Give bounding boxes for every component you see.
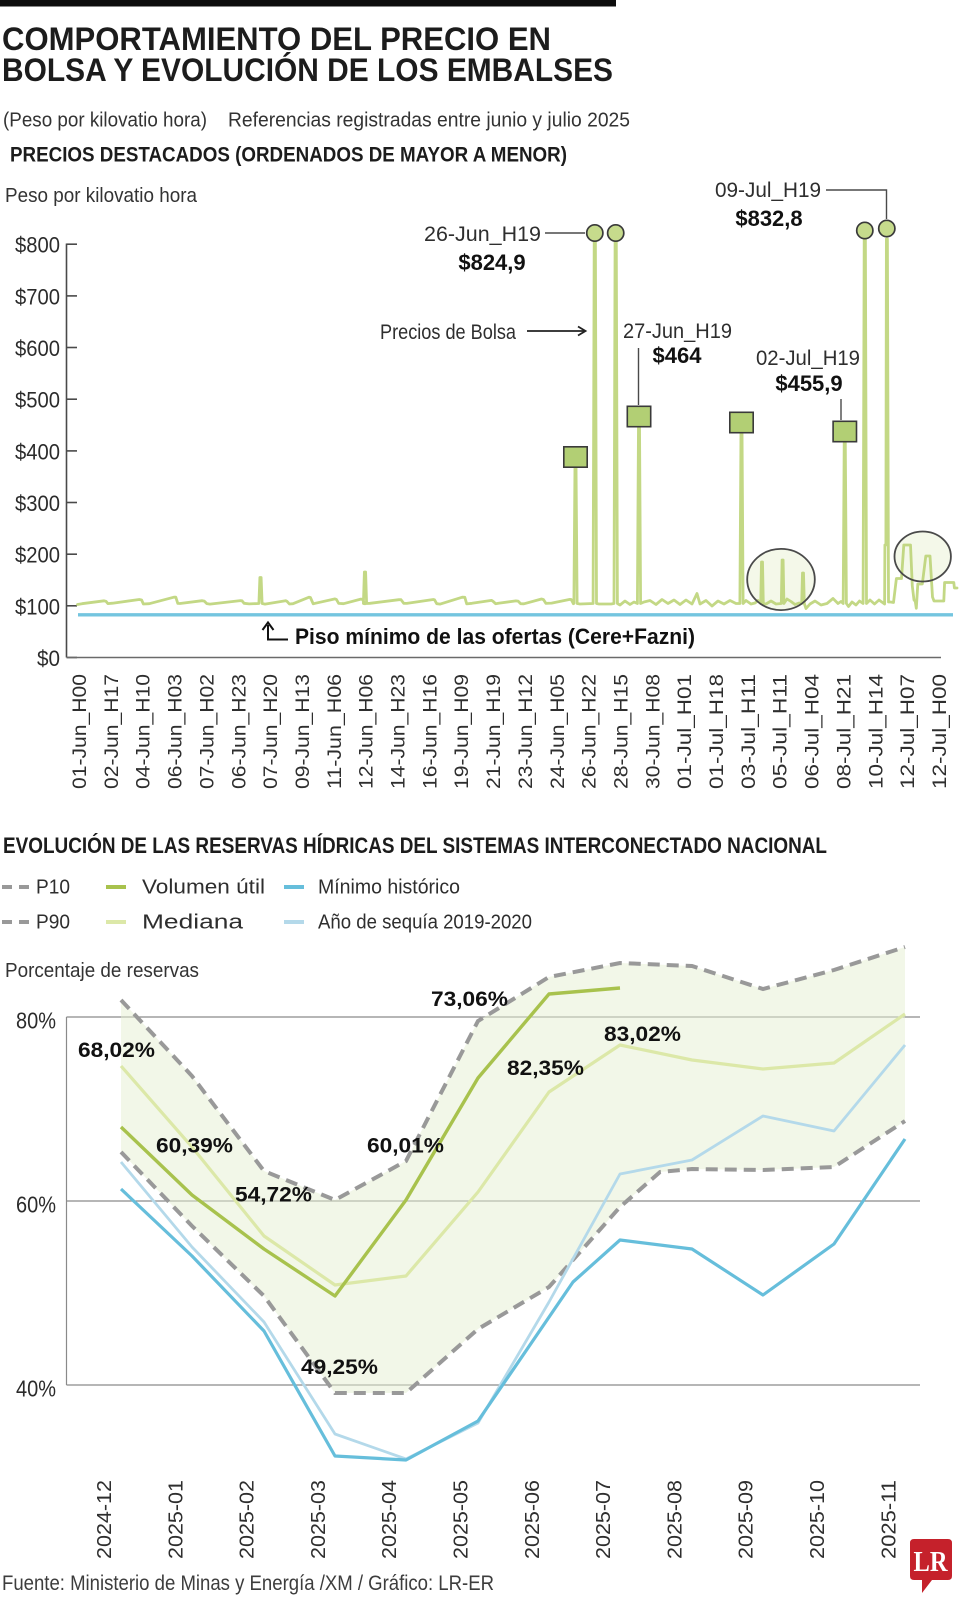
svg-text:LR: LR (914, 1546, 949, 1578)
svg-text:$600: $600 (15, 336, 60, 361)
svg-text:2025-06: 2025-06 (521, 1480, 544, 1559)
svg-text:$800: $800 (15, 233, 60, 258)
svg-text:Precios de Bolsa: Precios de Bolsa (380, 321, 516, 344)
svg-text:83,02%: 83,02% (604, 1022, 681, 1046)
svg-text:60,01%: 60,01% (367, 1134, 444, 1158)
svg-text:11-Jun_H06: 11-Jun_H06 (324, 674, 346, 789)
svg-text:2025-10: 2025-10 (806, 1480, 829, 1559)
svg-text:(Peso por kilovatio hora): (Peso por kilovatio hora) (3, 109, 207, 132)
svg-text:07-Jun_H20: 07-Jun_H20 (260, 674, 282, 789)
svg-text:09-Jun_H13: 09-Jun_H13 (292, 674, 314, 789)
svg-text:01-Jul_H01: 01-Jul_H01 (674, 674, 696, 789)
svg-text:Referencias registradas entre: Referencias registradas entre junio y ju… (228, 109, 630, 132)
svg-text:$464: $464 (653, 343, 703, 368)
svg-text:10-Jul_H14: 10-Jul_H14 (865, 674, 887, 789)
svg-text:$824,9: $824,9 (458, 250, 525, 275)
svg-text:19-Jun_H09: 19-Jun_H09 (451, 674, 473, 789)
svg-text:EVOLUCIÓN DE LAS RESERVAS HÍDR: EVOLUCIÓN DE LAS RESERVAS HÍDRICAS DEL S… (3, 833, 827, 858)
svg-text:02-Jun_H17: 02-Jun_H17 (101, 674, 123, 789)
svg-text:12-Jul_H00: 12-Jul_H00 (929, 674, 951, 789)
svg-text:40%: 40% (16, 1376, 56, 1402)
svg-text:2025-07: 2025-07 (592, 1480, 615, 1559)
svg-text:26-Jun_H19: 26-Jun_H19 (424, 223, 541, 246)
svg-text:80%: 80% (16, 1008, 56, 1034)
svg-text:Fuente: Ministerio de Minas y: Fuente: Ministerio de Minas y Energía /X… (2, 1572, 494, 1595)
svg-text:08-Jul_H21: 08-Jul_H21 (833, 674, 855, 789)
svg-text:01-Jun_H00: 01-Jun_H00 (69, 674, 91, 789)
svg-text:30-Jun_H08: 30-Jun_H08 (642, 674, 664, 789)
svg-text:68,02%: 68,02% (78, 1038, 155, 1062)
svg-text:2025-05: 2025-05 (450, 1480, 473, 1559)
svg-text:2025-02: 2025-02 (236, 1480, 259, 1559)
svg-text:2025-08: 2025-08 (663, 1480, 686, 1559)
svg-text:$500: $500 (15, 388, 60, 413)
svg-text:$400: $400 (15, 439, 60, 464)
svg-text:05-Jul_H11: 05-Jul_H11 (770, 674, 792, 789)
svg-text:Peso por kilovatio hora: Peso por kilovatio hora (5, 184, 198, 207)
svg-text:12-Jun_H06: 12-Jun_H06 (356, 674, 378, 789)
svg-text:27-Jun_H19: 27-Jun_H19 (623, 320, 732, 343)
svg-text:12-Jul_H07: 12-Jul_H07 (897, 674, 919, 789)
svg-text:COMPORTAMIENTO DEL PRECIO EN: COMPORTAMIENTO DEL PRECIO EN (2, 21, 551, 57)
svg-text:14-Jun_H23: 14-Jun_H23 (388, 674, 410, 789)
svg-text:23-Jun_H12: 23-Jun_H12 (515, 674, 537, 789)
svg-text:$300: $300 (15, 491, 60, 516)
svg-text:03-Jul_H11: 03-Jul_H11 (738, 674, 760, 789)
svg-text:06-Jun_H23: 06-Jun_H23 (228, 674, 250, 789)
svg-text:P90: P90 (36, 912, 70, 934)
svg-text:01-Jul_H18: 01-Jul_H18 (706, 674, 728, 789)
svg-text:04-Jun_H10: 04-Jun_H10 (133, 674, 155, 789)
svg-text:Piso mínimo de las ofertas (Ce: Piso mínimo de las ofertas (Cere+Fazni) (295, 624, 695, 649)
svg-text:2025-03: 2025-03 (307, 1480, 330, 1559)
svg-text:$100: $100 (15, 594, 60, 619)
svg-text:2024-12: 2024-12 (93, 1480, 116, 1559)
svg-text:60%: 60% (16, 1192, 56, 1218)
svg-text:16-Jun_H16: 16-Jun_H16 (419, 674, 441, 789)
svg-text:$455,9: $455,9 (775, 371, 842, 396)
svg-text:06-Jul_H04: 06-Jul_H04 (802, 674, 824, 789)
svg-text:2025-01: 2025-01 (164, 1480, 187, 1559)
svg-text:2025-09: 2025-09 (735, 1480, 758, 1559)
svg-text:26-Jun_H22: 26-Jun_H22 (579, 674, 601, 789)
svg-text:P10: P10 (36, 877, 70, 899)
svg-text:49,25%: 49,25% (301, 1355, 378, 1379)
svg-text:21-Jun_H19: 21-Jun_H19 (483, 674, 505, 789)
svg-text:09-Jul_H19: 09-Jul_H19 (715, 179, 821, 202)
svg-text:28-Jun_H15: 28-Jun_H15 (610, 674, 632, 789)
svg-text:Mínimo histórico: Mínimo histórico (318, 877, 460, 899)
svg-text:Porcentaje de reservas: Porcentaje de reservas (5, 959, 199, 982)
svg-text:2025-11: 2025-11 (877, 1480, 900, 1559)
svg-text:PRECIOS DESTACADOS (ORDENADOS: PRECIOS DESTACADOS (ORDENADOS DE MAYOR A… (10, 144, 567, 167)
svg-text:Año de sequía 2019-2020: Año de sequía 2019-2020 (318, 912, 532, 934)
svg-text:2025-04: 2025-04 (378, 1480, 401, 1559)
svg-text:60,39%: 60,39% (156, 1134, 233, 1158)
svg-text:07-Jun_H02: 07-Jun_H02 (196, 674, 218, 789)
svg-text:$700: $700 (15, 284, 60, 309)
svg-text:82,35%: 82,35% (507, 1056, 584, 1080)
svg-text:Mediana: Mediana (142, 912, 244, 934)
svg-text:Volumen útil: Volumen útil (142, 877, 265, 899)
svg-text:$832,8: $832,8 (735, 206, 802, 231)
svg-text:$0: $0 (37, 646, 60, 671)
svg-text:73,06%: 73,06% (431, 987, 508, 1011)
svg-text:24-Jun_H05: 24-Jun_H05 (547, 674, 569, 789)
svg-text:BOLSA Y EVOLUCIÓN DE LOS EMBAL: BOLSA Y EVOLUCIÓN DE LOS EMBALSES (2, 52, 613, 88)
svg-text:02-Jul_H19: 02-Jul_H19 (756, 347, 860, 370)
svg-text:54,72%: 54,72% (235, 1183, 312, 1207)
svg-text:$200: $200 (15, 543, 60, 568)
svg-text:06-Jun_H03: 06-Jun_H03 (165, 674, 187, 789)
